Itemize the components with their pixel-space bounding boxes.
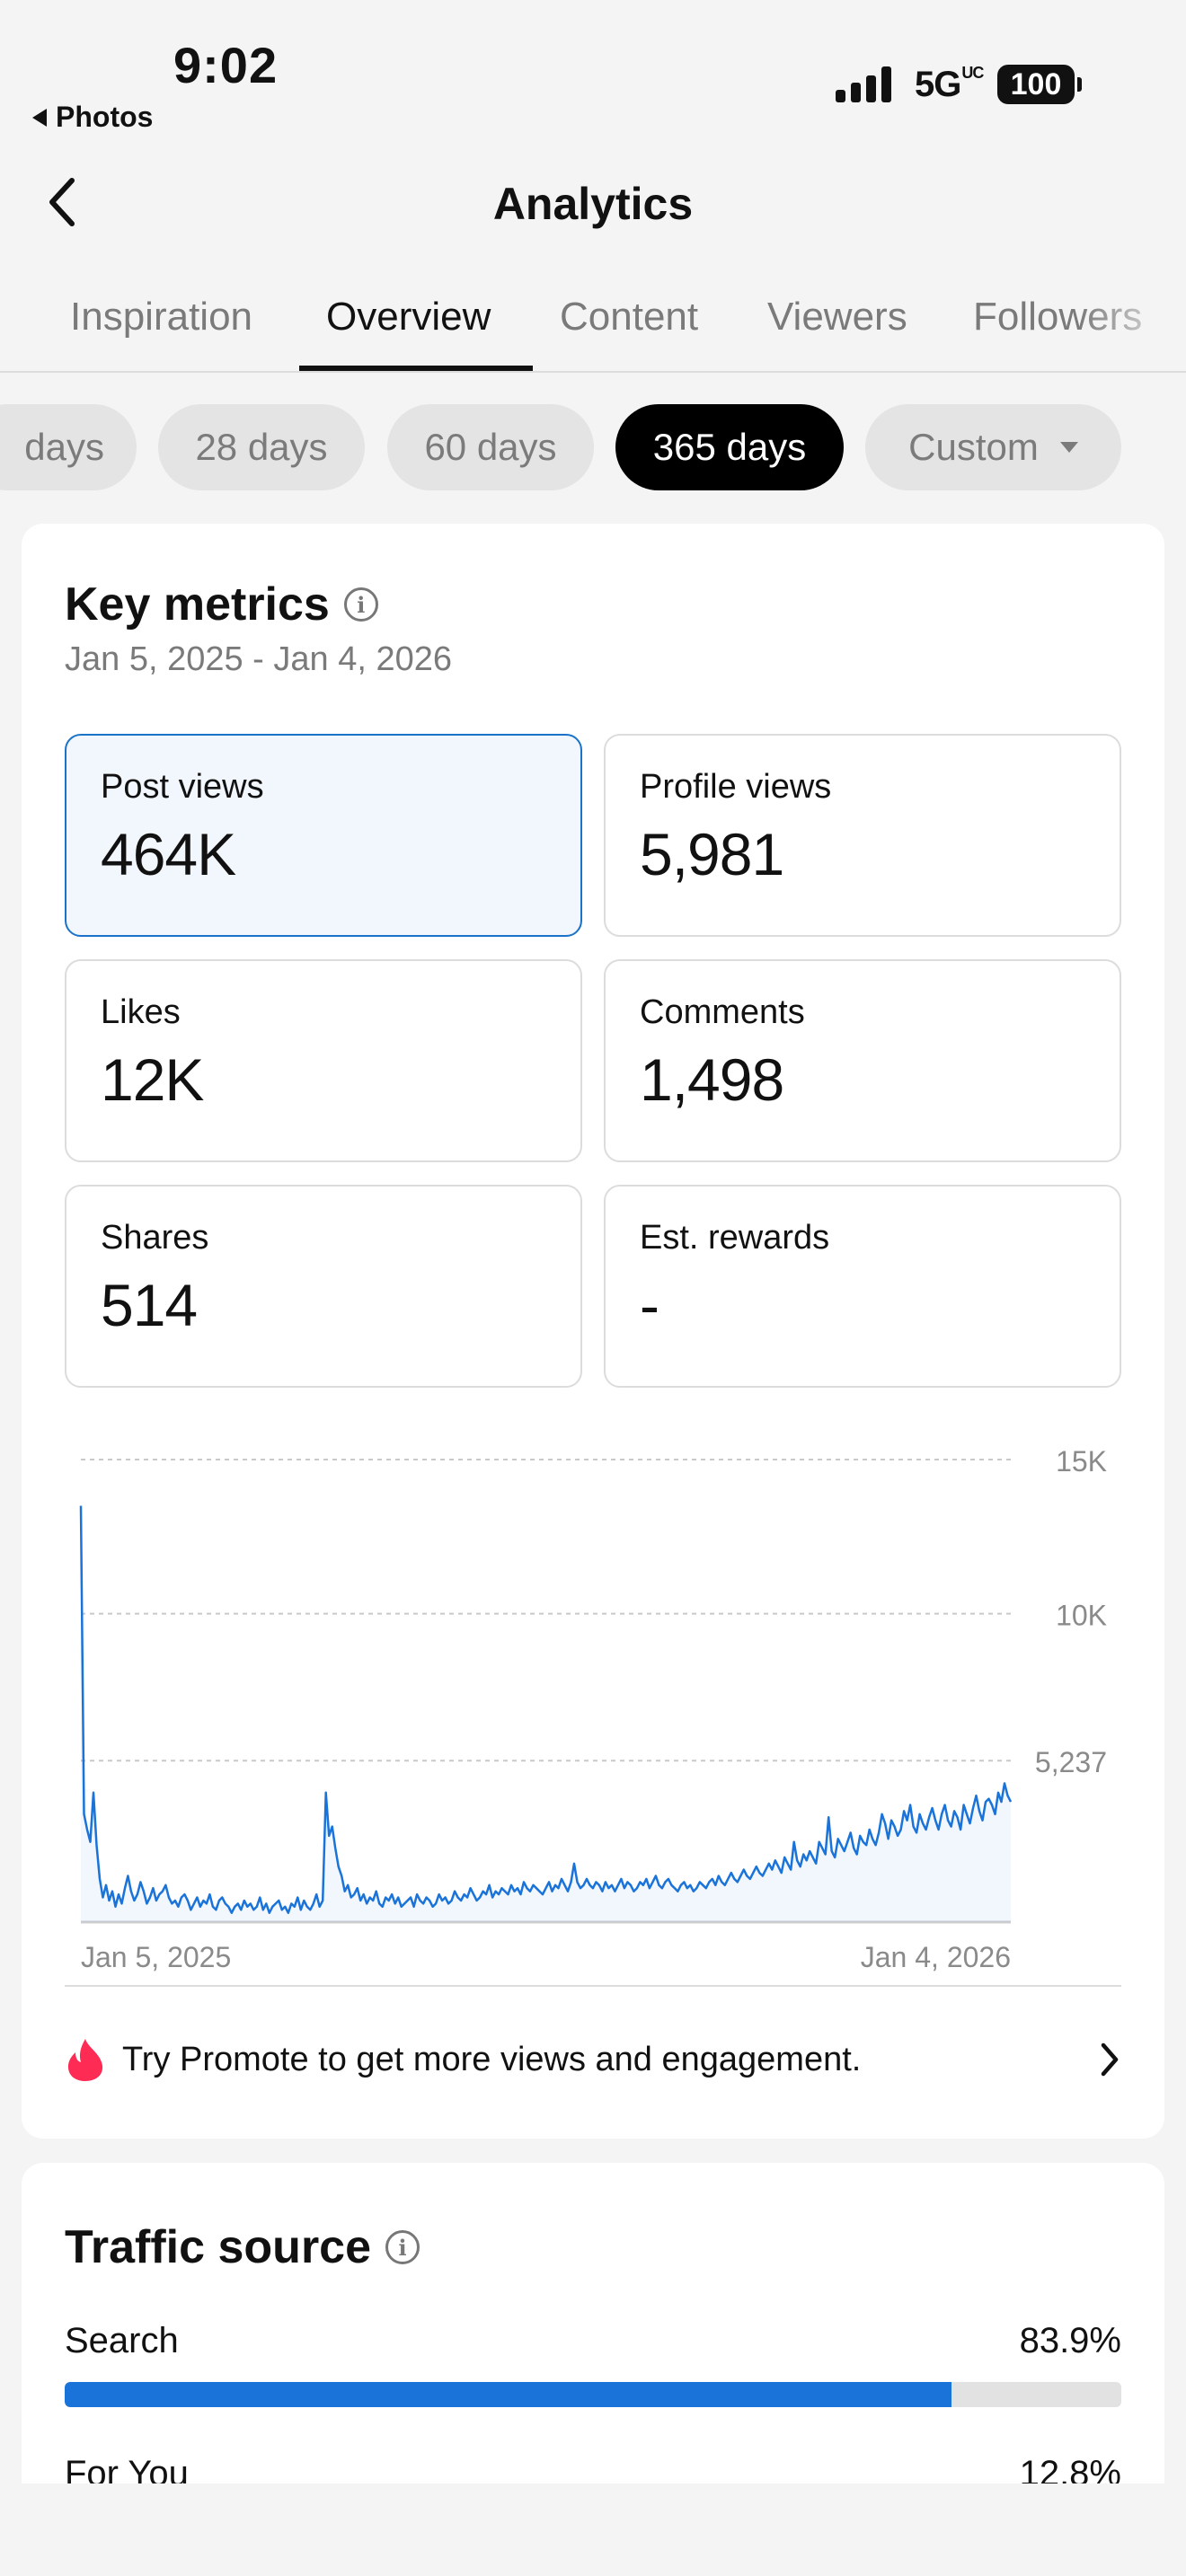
x-tick-label-start: Jan 5, 2025 bbox=[81, 1941, 231, 1973]
traffic-source-heading: Traffic source i bbox=[65, 2220, 420, 2274]
metric-card-profile-views[interactable]: Profile views 5,981 bbox=[604, 734, 1121, 937]
y-tick-label: 10K bbox=[1056, 1600, 1107, 1632]
y-tick-label: 15K bbox=[1056, 1445, 1107, 1478]
traffic-percent: 83.9% bbox=[1019, 2321, 1121, 2360]
metric-label: Likes bbox=[101, 993, 181, 1031]
traffic-row-search: Search 83.9% bbox=[65, 2321, 1121, 2361]
metric-label: Shares bbox=[101, 1219, 209, 1257]
divider bbox=[65, 1985, 1121, 1987]
back-to-app-link[interactable]: Photos bbox=[32, 101, 153, 134]
chevron-right-icon bbox=[1101, 2042, 1119, 2077]
key-metrics-title: Key metrics bbox=[65, 578, 330, 631]
metric-card-post-views[interactable]: Post views 464K bbox=[65, 734, 582, 937]
x-tick-label-end: Jan 4, 2026 bbox=[861, 1941, 1011, 1973]
metric-label: Post views bbox=[101, 768, 264, 806]
traffic-bar-search bbox=[65, 2382, 1121, 2407]
metric-value: 464K bbox=[101, 821, 236, 887]
metric-label: Comments bbox=[640, 993, 805, 1031]
page-header: Analytics bbox=[0, 153, 1186, 260]
bottom-bar-area bbox=[0, 2483, 1186, 2576]
series-area bbox=[81, 1505, 1011, 1922]
date-range-label: Jan 5, 2025 - Jan 4, 2026 bbox=[65, 640, 452, 678]
chevron-left-icon bbox=[49, 178, 75, 226]
metric-label: Est. rewards bbox=[640, 1219, 830, 1257]
metric-value: 514 bbox=[101, 1272, 198, 1338]
custom-range-label: Custom bbox=[908, 426, 1039, 468]
promote-banner[interactable]: Try Promote to get more views and engage… bbox=[65, 2015, 1121, 2104]
traffic-label: Search bbox=[65, 2321, 179, 2360]
page-title: Analytics bbox=[492, 179, 694, 229]
range-chip-365-days[interactable]: 365 days bbox=[615, 404, 844, 490]
date-range-selector: days 28 days 60 days 365 days Custom bbox=[0, 404, 1186, 490]
metric-card-likes[interactable]: Likes 12K bbox=[65, 959, 582, 1162]
active-tab-indicator bbox=[299, 366, 533, 371]
analytics-tabs: Inspiration Overview Content Viewers Fol… bbox=[0, 269, 1186, 373]
tabs-fade-edge bbox=[1078, 269, 1186, 371]
metric-value: 5,981 bbox=[640, 821, 784, 887]
caret-down-icon bbox=[1059, 442, 1078, 453]
traffic-source-title: Traffic source bbox=[65, 2221, 372, 2273]
flame-icon bbox=[67, 2039, 103, 2081]
range-chip-custom[interactable]: Custom bbox=[865, 404, 1121, 490]
status-bar: 9:02 Photos 5GUC 100 bbox=[0, 0, 1186, 144]
info-icon[interactable]: i bbox=[343, 587, 378, 622]
metric-value: 1,498 bbox=[640, 1046, 784, 1113]
battery-level: 100 bbox=[1010, 66, 1062, 101]
metric-value: - bbox=[640, 1272, 659, 1338]
post-views-line-chart: 15K 10K 5,237 Jan 5, 2025 Jan 4, 2026 bbox=[79, 1445, 1107, 1973]
info-icon[interactable]: i bbox=[385, 2230, 420, 2264]
y-tick-label: 5,237 bbox=[1035, 1746, 1107, 1778]
back-button[interactable] bbox=[36, 175, 90, 229]
promote-text: Try Promote to get more views and engage… bbox=[122, 2040, 862, 2078]
key-metrics-card: Key metrics i Jan 5, 2025 - Jan 4, 2026 … bbox=[22, 524, 1164, 2139]
range-chip-60-days[interactable]: 60 days bbox=[387, 404, 594, 490]
metric-card-comments[interactable]: Comments 1,498 bbox=[604, 959, 1121, 1162]
network-indicator: 5GUC bbox=[915, 64, 984, 104]
metric-label: Profile views bbox=[640, 768, 832, 806]
range-chip-28-days[interactable]: 28 days bbox=[158, 404, 365, 490]
range-chip-7-days[interactable]: days bbox=[0, 404, 137, 490]
tab-inspiration[interactable]: Inspiration bbox=[70, 295, 253, 339]
status-time: 9:02 bbox=[173, 37, 279, 93]
battery-icon: 100 bbox=[997, 65, 1082, 104]
series-line bbox=[79, 1505, 1013, 1914]
back-app-label: Photos bbox=[56, 101, 154, 133]
tab-content[interactable]: Content bbox=[560, 295, 699, 339]
tab-overview[interactable]: Overview bbox=[326, 295, 491, 339]
metric-card-shares[interactable]: Shares 514 bbox=[65, 1185, 582, 1388]
metric-card-est-rewards[interactable]: Est. rewards - bbox=[604, 1185, 1121, 1388]
tab-viewers[interactable]: Viewers bbox=[767, 295, 907, 339]
signal-strength-icon bbox=[836, 66, 891, 102]
traffic-bar-fill bbox=[65, 2382, 951, 2407]
key-metrics-heading: Key metrics i bbox=[65, 578, 378, 631]
back-triangle-icon bbox=[32, 108, 47, 127]
metric-value: 12K bbox=[101, 1046, 204, 1113]
